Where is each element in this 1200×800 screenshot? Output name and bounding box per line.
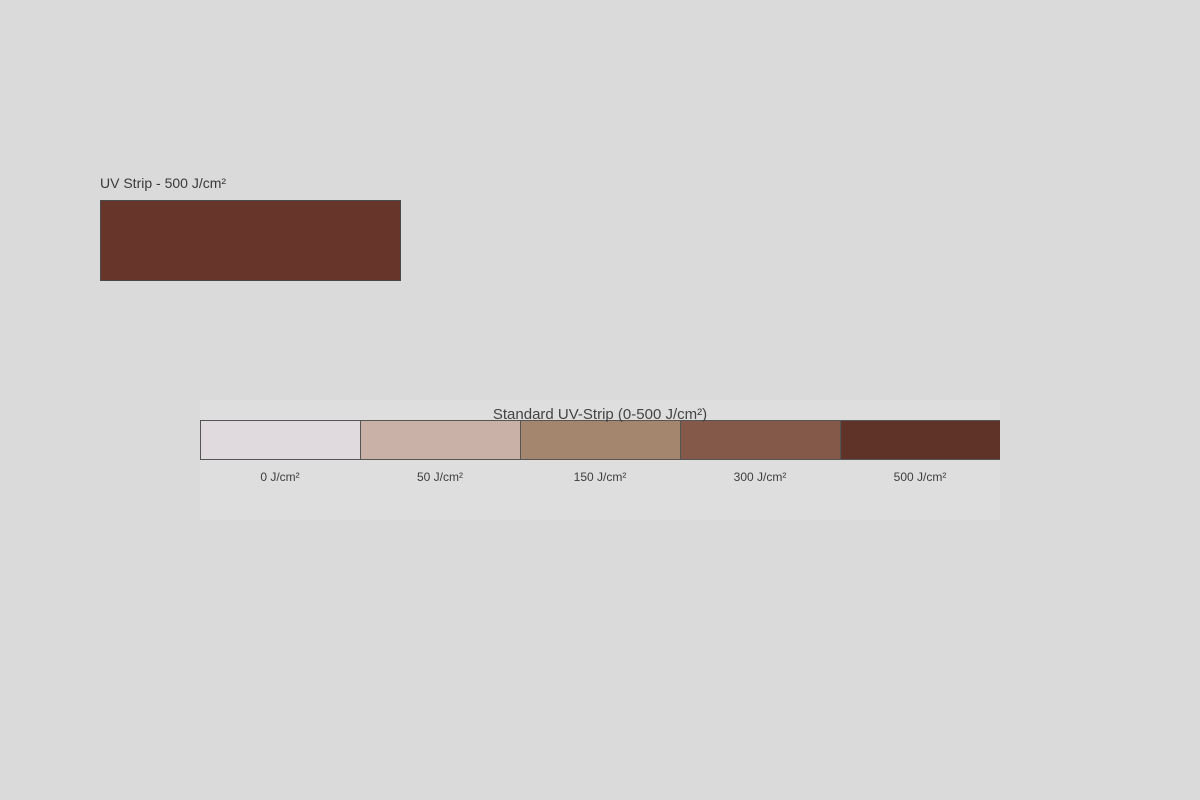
reference-label-150: 150 J/cm² [573,470,627,484]
reference-swatch-300 [680,420,840,460]
reference-swatch-150 [520,420,680,460]
reference-label-0: 0 J/cm² [260,470,300,484]
reference-title: Standard UV-Strip (0-500 J/cm²) [492,406,708,423]
reference-swatch-50 [360,420,520,460]
sample-label: UV Strip - 500 J/cm² [100,175,227,191]
reference-swatch-0 [200,420,360,460]
reference-panel: Standard UV-Strip (0-500 J/cm²) 0 J/cm² … [200,400,1000,520]
reference-label-300: 300 J/cm² [733,470,787,484]
reference-labels: 0 J/cm² 50 J/cm² 150 J/cm² 300 J/cm² 500… [200,470,1000,484]
reference-swatch-500 [840,420,1000,460]
reference-strip [200,420,1000,460]
reference-label-500: 500 J/cm² [893,470,947,484]
sample-swatch [100,200,401,281]
reference-label-50: 50 J/cm² [416,470,463,484]
